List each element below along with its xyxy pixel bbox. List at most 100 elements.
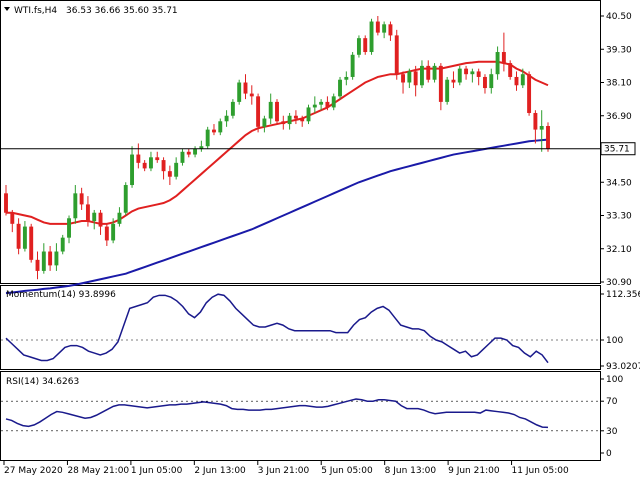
momentum-tick-label: 100 xyxy=(606,336,623,346)
candle-body xyxy=(148,157,153,169)
candle-body xyxy=(287,115,292,125)
candle-body xyxy=(111,223,116,241)
candle-body xyxy=(98,212,103,227)
candle-body xyxy=(369,21,374,53)
candle-body xyxy=(426,65,431,80)
candle-body xyxy=(533,112,538,130)
time-tick-label: 5 Jun 05:00 xyxy=(321,466,373,476)
candle-body xyxy=(142,162,147,169)
collapse-triangle-icon[interactable] xyxy=(4,7,10,11)
momentum-tick-label: 112.3563 xyxy=(606,290,640,300)
candle-body xyxy=(508,63,513,77)
momentum-axis: 112.3563 100 93.0207 xyxy=(1,290,640,372)
candle-body xyxy=(489,74,494,89)
momentum-title: Momentum(14) 93.8996 xyxy=(6,290,116,300)
candle-body xyxy=(520,74,525,86)
time-tick-label: 11 Jun 05:00 xyxy=(512,466,569,476)
candle-body xyxy=(167,171,172,177)
candle-body xyxy=(186,151,191,155)
candle-body xyxy=(375,21,380,33)
ma-fast-polyline xyxy=(6,60,549,225)
price-tick-label: 40.50 xyxy=(606,12,632,22)
current-price-label: 35.71 xyxy=(604,145,630,155)
candle-body xyxy=(407,71,412,83)
candle-body xyxy=(363,38,368,53)
candle-body xyxy=(117,212,122,224)
candle-body xyxy=(249,93,254,97)
candle-body xyxy=(212,129,216,133)
current-price-tag xyxy=(600,142,636,156)
candle-body xyxy=(218,121,223,133)
price-tick-label: 30.90 xyxy=(606,278,632,288)
candle-body xyxy=(230,101,235,116)
rsi-panel-frame xyxy=(0,371,601,461)
candle-body xyxy=(293,115,298,119)
candle-body xyxy=(470,71,475,75)
candle-body xyxy=(356,38,361,55)
candle-body xyxy=(10,212,15,224)
candle-body xyxy=(199,146,204,149)
candle-body xyxy=(306,107,311,122)
candle-body xyxy=(48,251,53,266)
candle-body xyxy=(123,185,128,213)
candle-body xyxy=(413,71,418,86)
price-tick-label: 36.90 xyxy=(606,112,632,122)
rsi-tick-label: 100 xyxy=(606,375,623,385)
time-axis: 27 May 2020 28 May 21:00 1 Jun 05:00 2 Jun … xyxy=(3,461,569,476)
candle-body xyxy=(495,52,500,75)
candle-body xyxy=(237,82,242,102)
candle-body xyxy=(546,126,550,149)
candle-body xyxy=(275,101,279,122)
rsi-polyline xyxy=(5,398,549,429)
candle-body xyxy=(350,54,355,77)
price-panel-frame xyxy=(0,0,601,284)
price-tick-label: 33.30 xyxy=(606,212,632,222)
candle-body xyxy=(338,79,342,97)
momentum-polyline xyxy=(5,293,549,364)
candle-body xyxy=(4,193,8,213)
candle-body xyxy=(67,218,71,238)
candle-body xyxy=(268,101,273,119)
candle-body xyxy=(401,74,406,83)
candle-body xyxy=(514,76,519,86)
candle-body xyxy=(483,76,487,89)
candle-body xyxy=(501,52,506,64)
candle-body xyxy=(180,151,185,163)
candle-body xyxy=(205,129,210,147)
candle-body xyxy=(300,118,305,122)
candle-body xyxy=(29,226,34,260)
candle-body xyxy=(35,259,40,271)
candle-body xyxy=(16,223,21,249)
symbol-label: WTI.fs,H4 xyxy=(14,6,57,16)
candle-body xyxy=(193,149,198,155)
candle-body xyxy=(41,251,46,271)
time-tick-label: 27 May 2020 xyxy=(4,466,63,476)
candle-body xyxy=(224,115,229,122)
candle-body xyxy=(388,24,393,36)
candle-body xyxy=(312,104,317,108)
rsi-tick-label: 70 xyxy=(606,397,618,407)
time-tick-label: 9 Jun 21:00 xyxy=(448,466,500,476)
candle-body xyxy=(92,212,97,222)
candle-body xyxy=(22,226,27,249)
rsi-tick-label: 30 xyxy=(606,427,618,437)
candle-body xyxy=(281,121,286,125)
momentum-panel-frame xyxy=(0,285,601,370)
candle-body xyxy=(136,154,141,163)
candle-body xyxy=(438,65,443,102)
ma-slow-polyline xyxy=(5,138,549,295)
candle-body xyxy=(174,162,179,177)
candle-body xyxy=(527,74,532,113)
candle-body xyxy=(539,126,544,130)
candle-body xyxy=(464,68,469,75)
momentum-line xyxy=(5,293,549,364)
price-tick-label: 34.50 xyxy=(606,178,632,188)
rsi-title: RSI(14) 34.6263 xyxy=(6,377,79,387)
candle-body xyxy=(432,65,437,80)
momentum-tick-label: 93.0207 xyxy=(606,362,640,372)
candle-body xyxy=(130,154,135,186)
candle-body xyxy=(54,251,59,266)
candle-body xyxy=(73,193,78,219)
rsi-tick-label: 0 xyxy=(606,449,612,459)
